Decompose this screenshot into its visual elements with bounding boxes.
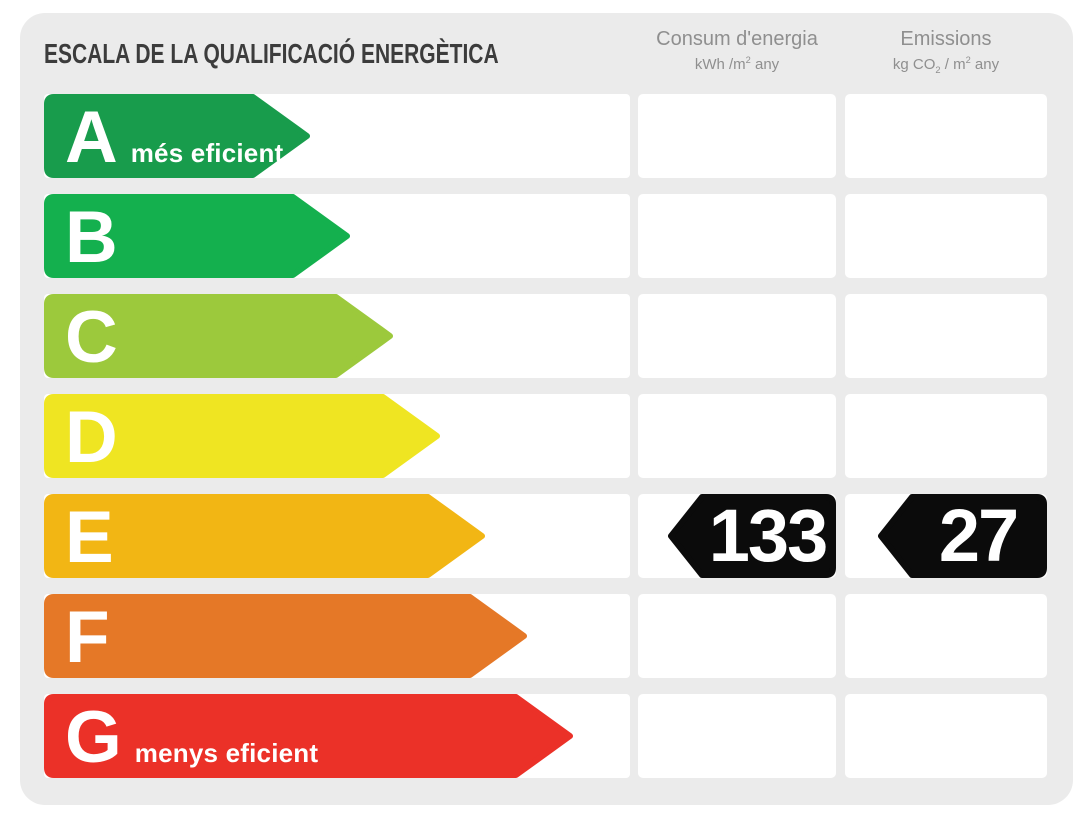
energy-scale-card: ESCALA DE LA QUALIFICACIÓ ENERGÈTICA Con… [20,13,1073,805]
emissions-value-cell [845,694,1047,778]
rating-row-d: D [20,394,1073,478]
emissions-unit-mid: / m [940,56,966,73]
energy-value-cell [638,594,836,678]
emissions-value-cell [845,194,1047,278]
rating-bar-b-label: B [44,194,350,278]
rating-bar-b: B [44,194,350,278]
rating-row-f: F [20,594,1073,678]
rating-bar-g: G menys eficient [44,694,573,778]
energy-unit-sup: 2 [745,55,751,65]
emissions-unit-sub: 2 [935,65,941,75]
rating-letter: D [65,397,118,478]
energy-value-cell [638,194,836,278]
energy-value: 133 [708,494,828,577]
emissions-column-header: Emissions kg CO2 / m2 any [845,27,1047,75]
rating-row-c: C [20,294,1073,378]
rating-bar-g-label: G menys eficient [44,694,573,778]
rating-note: més eficient [130,138,284,168]
rating-letter: B [65,197,118,278]
emissions-value-cell [845,94,1047,178]
emissions-value-cell [845,294,1047,378]
emissions-value-cell [845,594,1047,678]
energy-value-badge: 133 [668,494,836,578]
page-title: ESCALA DE LA QUALIFICACIÓ ENERGÈTICA [44,38,650,70]
rating-bar-c-label: C [44,294,393,378]
rating-letter: A [65,97,118,178]
rating-bar-d: D [44,394,440,478]
energy-column-units: kWh /m2 any [638,55,836,73]
rating-letter: C [65,297,118,378]
rating-bar-e: E [44,494,485,578]
rating-row-b: B [20,194,1073,278]
rating-bar-e-label: E [44,494,485,578]
rating-bar-f: F [44,594,527,678]
energy-value-cell: 133 [638,494,836,578]
energy-value-cell [638,394,836,478]
emissions-value-badge: 27 [878,494,1047,578]
energy-value-cell [638,294,836,378]
rating-bar-c: C [44,294,393,378]
rating-letter: G [65,697,122,778]
rating-letter: F [65,597,110,678]
emissions-value: 27 [938,494,1019,577]
rating-bar-d-label: D [44,394,440,478]
emissions-column-title: Emissions [900,28,992,50]
energy-column-header: Consum d'energia kWh /m2 any [638,27,836,73]
page-title-text: ESCALA DE LA QUALIFICACIÓ ENERGÈTICA [44,38,499,69]
rating-bar-f-label: F [44,594,527,678]
rating-letter: E [65,497,114,578]
rating-bar-a: A més eficient [44,94,310,178]
energy-value-cell [638,694,836,778]
emissions-value-cell [845,394,1047,478]
emissions-unit-tail: any [970,56,1000,73]
emissions-column-units: kg CO2 / m2 any [845,55,1047,75]
rating-bar-a-label: A més eficient [44,94,310,178]
rating-note: menys eficient [134,738,319,768]
energy-unit: kWh /m [694,56,746,73]
rating-row-e: E 133 27 [20,494,1073,578]
emissions-value-cell: 27 [845,494,1047,578]
rating-row-g: G menys eficient [20,694,1073,778]
energy-unit-tail: any [750,56,780,73]
energy-value-cell [638,94,836,178]
emissions-unit: kg CO [892,56,936,73]
emissions-unit-sup: 2 [965,55,971,65]
energy-column-title: Consum d'energia [656,28,818,50]
rating-row-a: A més eficient [20,94,1073,178]
